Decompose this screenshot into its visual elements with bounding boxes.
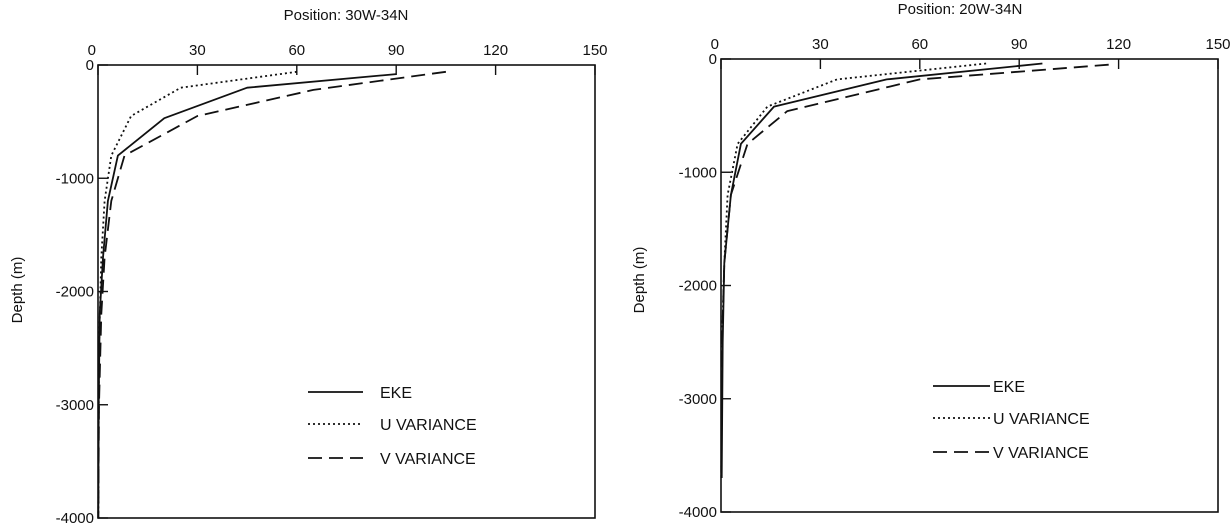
x-tick-label-150: 150 (582, 42, 607, 59)
y-axis-ticks: 0 -1000 -2000 -3000 -4000 (679, 51, 731, 521)
series-line-u-variance (720, 62, 987, 479)
legend-label-u-variance: U VARIANCE (380, 417, 477, 434)
legend-label-v-variance: V VARIANCE (380, 451, 476, 468)
plot-frame (97, 64, 596, 519)
series-line-v-variance (720, 63, 1109, 479)
y-tick-label--1000: -1000 (679, 164, 717, 181)
y-tick-label-0: 0 (86, 57, 94, 74)
x-tick-label-0: 0 (711, 36, 719, 53)
series-lines (720, 62, 1109, 479)
y-tick-label--4000: -4000 (679, 504, 717, 521)
y-tick-label--1000: -1000 (56, 170, 94, 187)
plot-frame (720, 58, 1219, 513)
chart-title: Position: 30W-34N (284, 7, 409, 24)
legend-item-eke: EKE (308, 385, 412, 402)
series-line-u-variance (97, 70, 297, 519)
y-axis-label: Depth (m) (631, 247, 648, 314)
y-axis-ticks: 0 -1000 -2000 -3000 -4000 (56, 57, 108, 527)
y-tick-label--2000: -2000 (56, 284, 94, 301)
series-line-eke (720, 62, 1043, 479)
x-tick-label-150: 150 (1205, 36, 1230, 53)
chart-panel-30w-34n: Position: 30W-34N Depth (m) 0 30 60 90 120 15… (9, 7, 608, 527)
series-line-eke (97, 73, 397, 519)
x-tick-label-120: 120 (483, 42, 508, 59)
x-tick-label-90: 90 (1011, 36, 1028, 53)
chart-panel-20w-34n: Position: 20W-34N Depth (m) 0 30 60 90 120 15… (631, 1, 1231, 521)
chart-title: Position: 20W-34N (898, 1, 1023, 18)
x-tick-label-30: 30 (189, 42, 206, 59)
series-line-v-variance (97, 70, 447, 519)
y-tick-label-0: 0 (709, 51, 717, 68)
legend-label-v-variance: V VARIANCE (993, 445, 1089, 462)
x-tick-label-60: 60 (911, 36, 928, 53)
legend-item-v-variance: V VARIANCE (308, 451, 476, 468)
legend-item-u-variance: U VARIANCE (308, 417, 477, 434)
x-tick-label-30: 30 (812, 36, 829, 53)
legend-label-eke: EKE (380, 385, 412, 402)
legend-label-u-variance: U VARIANCE (993, 411, 1090, 428)
x-tick-label-90: 90 (388, 42, 405, 59)
legend-label-eke: EKE (993, 379, 1025, 396)
x-tick-label-60: 60 (288, 42, 305, 59)
legend: EKE U VARIANCE V VARIANCE (933, 379, 1090, 462)
y-tick-label--2000: -2000 (679, 278, 717, 295)
x-tick-label-0: 0 (88, 42, 96, 59)
legend-item-u-variance: U VARIANCE (933, 411, 1090, 428)
legend: EKE U VARIANCE V VARIANCE (308, 385, 477, 468)
x-tick-label-120: 120 (1106, 36, 1131, 53)
x-axis-ticks: 0 30 60 90 120 150 (88, 42, 608, 75)
y-tick-label--4000: -4000 (56, 510, 94, 527)
legend-item-eke: EKE (933, 379, 1025, 396)
y-axis-label: Depth (m) (9, 257, 26, 324)
x-axis-ticks: 0 30 60 90 120 150 (711, 36, 1231, 69)
y-tick-label--3000: -3000 (679, 391, 717, 408)
series-lines (97, 70, 447, 519)
y-tick-label--3000: -3000 (56, 397, 94, 414)
legend-item-v-variance: V VARIANCE (933, 445, 1089, 462)
